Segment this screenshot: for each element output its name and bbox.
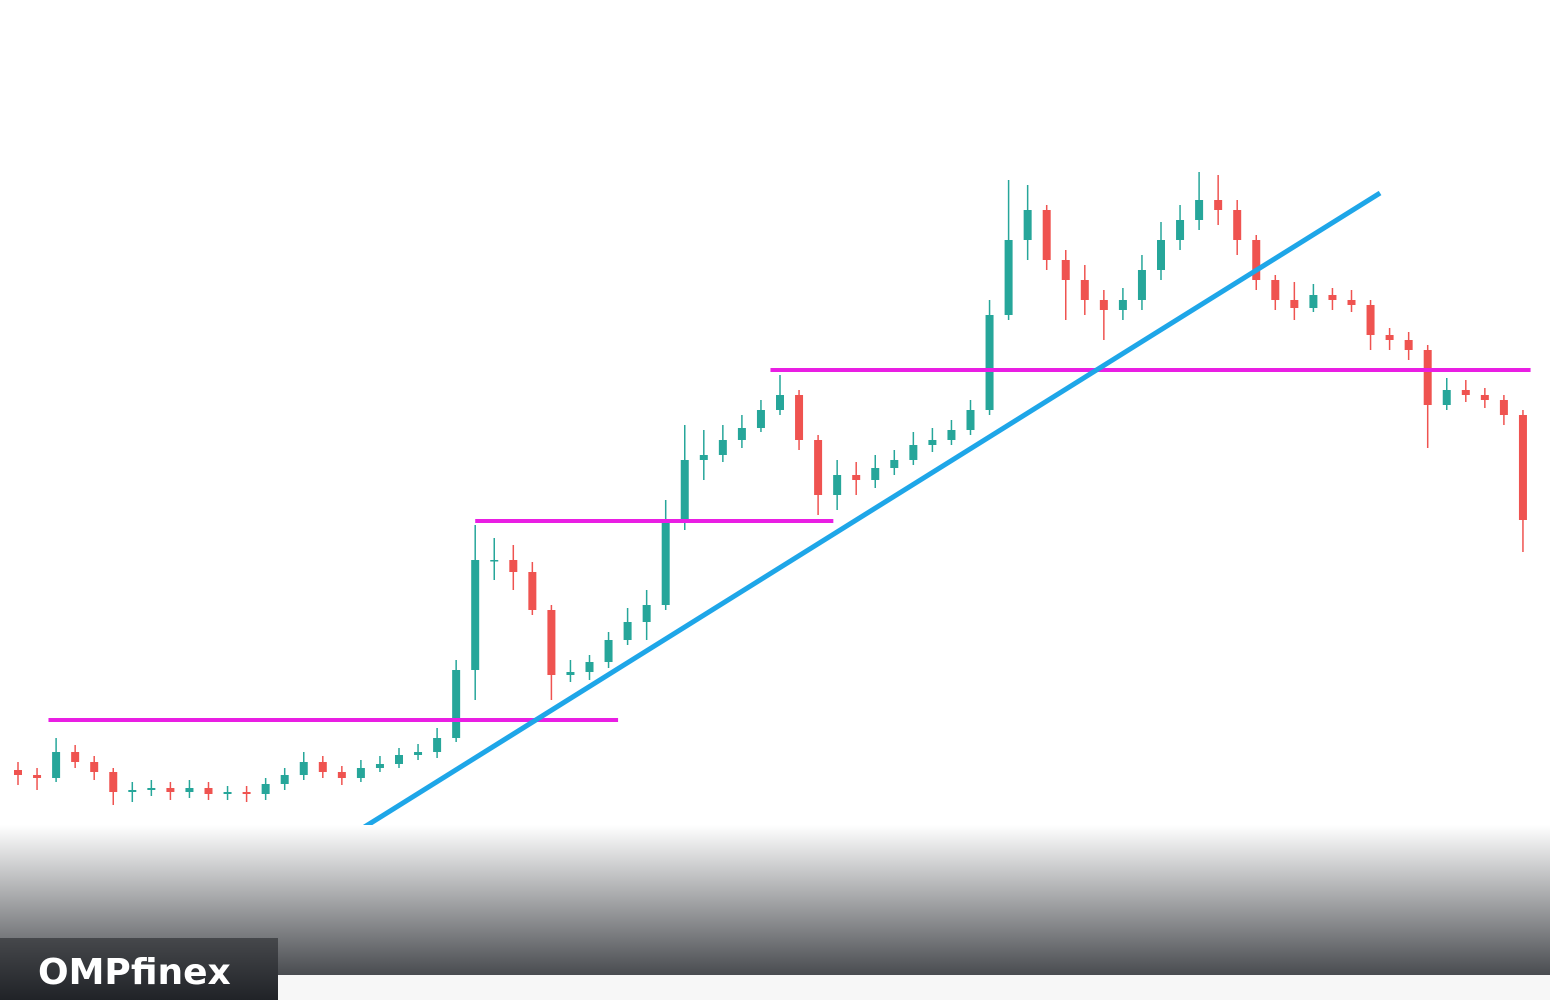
candle-body — [52, 752, 61, 778]
candle-body — [109, 772, 118, 792]
candle-body — [661, 520, 670, 605]
candle-body — [1233, 210, 1242, 240]
candle-body — [1080, 280, 1089, 300]
candle-body — [795, 395, 804, 440]
candle-body — [299, 762, 308, 775]
candle-body — [337, 772, 346, 778]
candle-body — [166, 788, 175, 792]
candle-body — [1252, 240, 1261, 280]
candle-body — [280, 775, 289, 784]
candle-body — [909, 445, 918, 460]
candle-body — [471, 560, 480, 670]
candle-body — [947, 430, 956, 440]
candle-body — [14, 770, 22, 775]
trendline — [361, 190, 1382, 831]
candle-body — [1480, 395, 1489, 400]
candle-body — [33, 775, 42, 778]
candle-body — [1385, 335, 1394, 340]
candle-body — [1004, 240, 1013, 315]
candle-body — [1061, 260, 1070, 280]
candle-body — [814, 440, 823, 495]
candle-body — [1195, 200, 1204, 220]
candle-body — [147, 788, 156, 790]
candle-body — [566, 672, 575, 675]
candle-body — [1023, 210, 1032, 240]
candle-body — [1347, 300, 1356, 305]
candle-body — [1461, 390, 1470, 395]
candle-body — [1499, 400, 1508, 415]
candle-body — [1099, 300, 1108, 310]
candle-body — [1042, 210, 1051, 260]
logo: OMPfinex — [38, 952, 231, 993]
candle-body — [90, 762, 99, 772]
candle-body — [1404, 340, 1413, 350]
candle-body — [776, 395, 784, 410]
candle-body — [985, 315, 994, 410]
candle-body — [890, 460, 899, 468]
candle-body — [1442, 390, 1451, 405]
plot — [14, 172, 1531, 831]
candle-body — [1309, 295, 1318, 308]
candle-body — [966, 410, 975, 430]
candle-body — [395, 755, 403, 764]
candle-body — [699, 455, 708, 460]
candle-body — [1366, 305, 1375, 335]
candle-body — [261, 784, 270, 794]
candle-body — [642, 605, 651, 622]
candle-body — [756, 410, 765, 428]
candle-body — [71, 752, 80, 762]
candle-body — [528, 572, 537, 610]
bottom-strip — [278, 975, 1550, 1000]
candle-body — [509, 560, 518, 572]
candle-body — [1518, 415, 1527, 520]
candle-body — [490, 560, 499, 562]
candle-body — [185, 788, 194, 792]
candle-body — [1137, 270, 1146, 300]
candle-body — [852, 475, 861, 480]
candle-body — [204, 788, 213, 794]
candle-body — [604, 640, 613, 662]
candle-body — [1328, 295, 1337, 300]
candle-body — [356, 768, 365, 778]
candle-body — [223, 792, 232, 794]
candle-body — [585, 662, 594, 672]
candle-body — [1271, 280, 1280, 300]
candle-body — [318, 762, 327, 772]
candle-body — [1214, 200, 1223, 210]
candle-body — [414, 752, 423, 755]
candle-body — [375, 764, 384, 768]
candle-body — [833, 475, 842, 495]
logo-box — [0, 938, 278, 1000]
candle-body — [1423, 350, 1432, 405]
candle-body — [737, 428, 746, 440]
candle-body — [1176, 220, 1185, 240]
candle-body — [242, 792, 251, 794]
candle-body — [623, 622, 632, 640]
candle-body — [680, 460, 689, 520]
candle-body — [433, 738, 442, 752]
candle-body — [1290, 300, 1299, 308]
candle-body — [452, 670, 461, 738]
candle-body — [547, 610, 556, 675]
candle-body — [871, 468, 880, 480]
candle-body — [1118, 300, 1127, 310]
candle-body — [718, 440, 727, 455]
candle-body — [928, 440, 937, 445]
candle-body — [1157, 240, 1165, 270]
candle-body — [128, 790, 137, 792]
